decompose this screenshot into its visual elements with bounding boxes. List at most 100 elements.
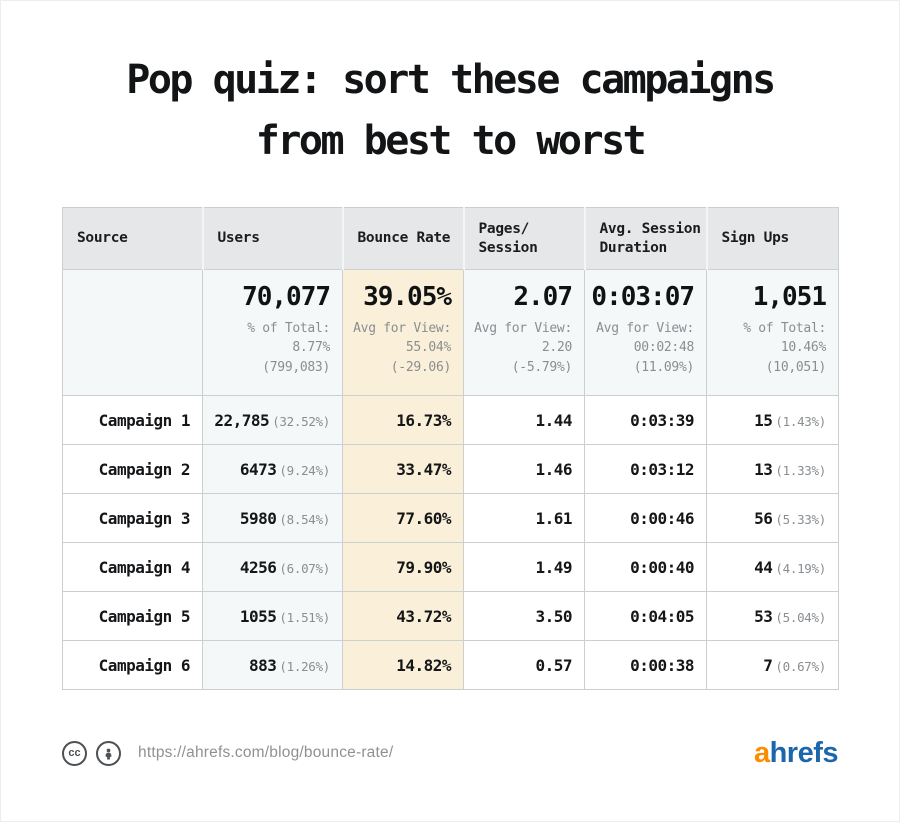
- sign-ups-pct: (1.33%): [775, 462, 826, 478]
- person-glyph: [105, 748, 112, 759]
- row-pages-per-session: 1.46: [463, 444, 585, 494]
- col-header-bounce-rate: Bounce Rate: [342, 207, 465, 270]
- row-source: Campaign 2: [62, 444, 203, 494]
- attribution-person-icon: [96, 740, 121, 766]
- sign-ups-value: 15: [754, 410, 773, 430]
- summary-bounce-rate-value: 39.05%: [363, 282, 452, 312]
- row-source: Campaign 6: [62, 640, 203, 690]
- users-value: 6473: [239, 459, 277, 479]
- row-avg-session-duration: 0:00:40: [584, 542, 707, 592]
- page-title: Pop quiz: sort these campaigns from best …: [0, 50, 900, 172]
- row-source: Campaign 3: [62, 493, 203, 543]
- users-value: 883: [249, 655, 277, 675]
- table-header: Source Users Bounce Rate Pages/ Session …: [62, 207, 839, 270]
- summary-pages-per-session-subtext: Avg for View: 2.20 (-5.79%): [474, 320, 572, 375]
- row-users: 22,785 (32.52%): [202, 395, 343, 445]
- sign-ups-value: 53: [754, 606, 773, 626]
- sign-ups-pct: (1.43%): [775, 413, 826, 429]
- summary-avg-session-duration-subtext: Avg for View: 00:02:48 (11.09%): [596, 320, 694, 375]
- summary-avg-session-duration-value: 0:03:07: [591, 282, 695, 312]
- row-sign-ups: 15 (1.43%): [706, 395, 839, 445]
- table-row: Campaign 5 1055 (1.51%) 43.72% 3.50 0:04:…: [62, 591, 839, 641]
- users-value: 5980: [239, 508, 277, 528]
- row-source: Campaign 4: [62, 542, 203, 592]
- col-header-sign-ups: Sign Ups: [706, 207, 839, 270]
- sign-ups-pct: (5.04%): [775, 609, 826, 625]
- row-bounce-rate: 79.90%: [342, 542, 464, 592]
- summary-sign-ups-subtext: % of Total: 10.46% (10,051): [743, 320, 826, 375]
- sign-ups-value: 44: [754, 557, 773, 577]
- summary-avg-session-duration-cell: 0:03:07 Avg for View: 00:02:48 (11.09%): [584, 269, 707, 396]
- users-value: 1055: [239, 606, 277, 626]
- summary-bounce-rate-subtext: Avg for View: 55.04% (-29.06): [353, 320, 451, 375]
- summary-sign-ups-cell: 1,051 % of Total: 10.46% (10,051): [706, 269, 839, 396]
- source-url[interactable]: https://ahrefs.com/blog/bounce-rate/: [138, 744, 394, 761]
- summary-bounce-rate-cell: 39.05% Avg for View: 55.04% (-29.06): [342, 269, 464, 396]
- sign-ups-value: 7: [763, 655, 773, 675]
- row-source: Campaign 5: [62, 591, 203, 641]
- summary-pages-per-session-value: 2.07: [513, 282, 573, 312]
- users-pct: (9.24%): [279, 462, 330, 478]
- row-pages-per-session: 1.49: [463, 542, 585, 592]
- col-header-source: Source: [62, 207, 204, 270]
- row-pages-per-session: 0.57: [463, 640, 585, 690]
- row-users: 4256 (6.07%): [202, 542, 343, 592]
- row-bounce-rate: 14.82%: [342, 640, 464, 690]
- row-avg-session-duration: 0:03:39: [584, 395, 707, 445]
- users-value: 22,785: [214, 410, 270, 430]
- row-avg-session-duration: 0:04:05: [584, 591, 707, 641]
- row-bounce-rate: 16.73%: [342, 395, 464, 445]
- header-row: Source Users Bounce Rate Pages/ Session …: [62, 207, 839, 270]
- row-sign-ups: 7 (0.67%): [706, 640, 839, 690]
- row-pages-per-session: 1.44: [463, 395, 585, 445]
- footer: cc https://ahrefs.com/blog/bounce-rate/ …: [62, 735, 839, 771]
- summary-users-cell: 70,077 % of Total: 8.77% (799,083): [202, 269, 343, 396]
- sign-ups-pct: (0.67%): [775, 658, 826, 674]
- ahrefs-logo-a: a: [753, 736, 770, 769]
- row-pages-per-session: 3.50: [463, 591, 585, 641]
- users-pct: (6.07%): [279, 560, 330, 576]
- row-users: 883 (1.26%): [202, 640, 343, 690]
- summary-users-subtext: % of Total: 8.77% (799,083): [247, 320, 330, 375]
- summary-row: 70,077 % of Total: 8.77% (799,083) 39.05…: [62, 269, 839, 396]
- row-users: 6473 (9.24%): [202, 444, 343, 494]
- col-header-pages-per-session: Pages/ Session: [463, 207, 586, 270]
- row-users: 1055 (1.51%): [202, 591, 343, 641]
- row-sign-ups: 56 (5.33%): [706, 493, 839, 543]
- summary-users-value: 70,077: [242, 282, 331, 312]
- row-pages-per-session: 1.61: [463, 493, 585, 543]
- summary-sign-ups-value: 1,051: [752, 282, 827, 312]
- row-avg-session-duration: 0:03:12: [584, 444, 707, 494]
- sign-ups-value: 13: [754, 459, 773, 479]
- table-row: Campaign 3 5980 (8.54%) 77.60% 1.61 0:00:…: [62, 493, 839, 543]
- table-row: Campaign 2 6473 (9.24%) 33.47% 1.46 0:03:…: [62, 444, 839, 494]
- sign-ups-pct: (5.33%): [775, 511, 826, 527]
- row-avg-session-duration: 0:00:38: [584, 640, 707, 690]
- title-line-2: from best to worst: [255, 118, 647, 164]
- users-pct: (1.26%): [279, 658, 330, 674]
- row-sign-ups: 44 (4.19%): [706, 542, 839, 592]
- row-avg-session-duration: 0:00:46: [584, 493, 707, 543]
- users-pct: (32.52%): [272, 413, 330, 429]
- sign-ups-pct: (4.19%): [775, 560, 826, 576]
- users-value: 4256: [239, 557, 277, 577]
- cc-icon-label: cc: [68, 747, 81, 759]
- row-users: 5980 (8.54%): [202, 493, 343, 543]
- table-row: Campaign 1 22,785 (32.52%) 16.73% 1.44 0:…: [62, 395, 839, 445]
- row-bounce-rate: 43.72%: [342, 591, 464, 641]
- users-pct: (1.51%): [279, 609, 330, 625]
- row-sign-ups: 13 (1.33%): [706, 444, 839, 494]
- analytics-table: Source Users Bounce Rate Pages/ Session …: [62, 207, 839, 690]
- row-bounce-rate: 33.47%: [342, 444, 464, 494]
- row-bounce-rate: 77.60%: [342, 493, 464, 543]
- ahrefs-logo[interactable]: ahrefs: [753, 736, 839, 769]
- sign-ups-value: 56: [754, 508, 773, 528]
- col-header-avg-session-duration: Avg. Session Duration: [584, 207, 708, 270]
- row-source: Campaign 1: [62, 395, 203, 445]
- title-line-1: Pop quiz: sort these campaigns: [126, 57, 776, 103]
- ahrefs-logo-hrefs: hrefs: [769, 736, 839, 769]
- table-row: Campaign 4 4256 (6.07%) 79.90% 1.49 0:00:…: [62, 542, 839, 592]
- summary-source-cell: [62, 269, 203, 396]
- creative-commons-icon: cc: [62, 740, 87, 766]
- col-header-users: Users: [202, 207, 344, 270]
